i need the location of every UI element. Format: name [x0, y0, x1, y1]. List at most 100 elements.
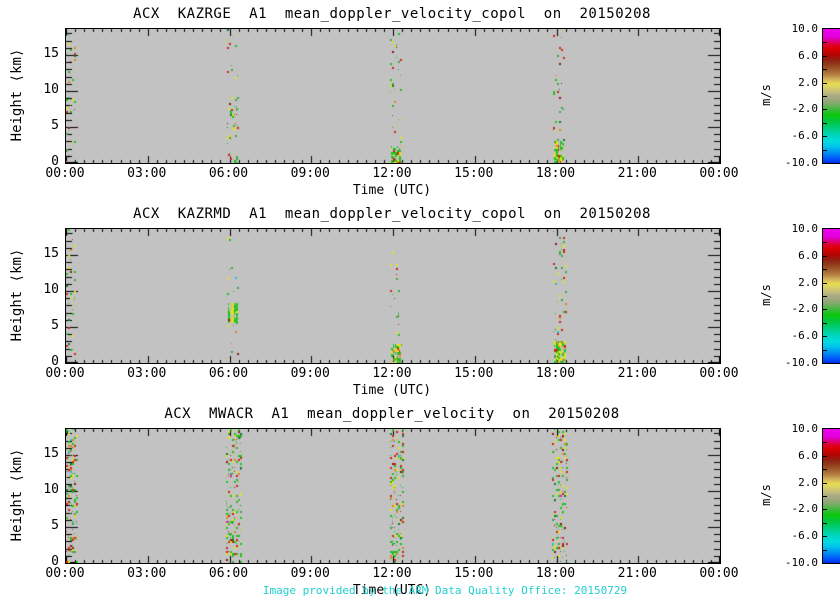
colorbar-tick [823, 149, 827, 151]
x-tick-label: 06:00 [208, 366, 249, 381]
colorbar [822, 28, 840, 164]
colorbar-tick-label: 10.0 [791, 422, 819, 435]
x-tick-label: 12:00 [372, 366, 412, 381]
y-tick-label: 15 [43, 445, 59, 461]
panel-kazrmd: ACX KAZRMD A1 mean_doppler_velocity_copo… [0, 200, 840, 400]
plot-area [65, 28, 721, 164]
colorbar-tick-label: 2.0 [798, 75, 818, 89]
x-tick-label: 12:00 [372, 166, 412, 181]
colorbar-tick [823, 522, 827, 524]
colorbar-tick [823, 42, 827, 44]
plot-title: ACX KAZRGE A1 mean_doppler_velocity_copo… [133, 6, 651, 22]
x-tick-label: 06:00 [208, 566, 249, 581]
x-axis-label: Time (UTC) [352, 583, 432, 598]
y-tick-label: 0 [51, 554, 59, 569]
colorbar-tick [823, 82, 827, 84]
colorbar-tick-label: 10.0 [791, 22, 819, 35]
x-tick-label: 00:00 [699, 566, 739, 581]
colorbar-tick [823, 122, 827, 124]
y-tick-label: 0 [51, 354, 59, 369]
colorbar-tick [823, 96, 827, 97]
x-tick-label: 15:00 [454, 566, 494, 581]
x-tick-label: 03:00 [127, 166, 167, 181]
y-tick-label: 5 [51, 317, 59, 333]
colorbar-tick [823, 469, 827, 471]
colorbar-tick [823, 255, 827, 257]
colorbar-tick-label: 6.0 [798, 48, 818, 62]
x-tick-label: 18:00 [535, 166, 576, 181]
colorbar-tick-label: 6.0 [798, 448, 818, 462]
colorbar-tick [823, 269, 827, 271]
colorbar-tick [823, 349, 827, 351]
x-tick-label: 00:00 [699, 166, 739, 181]
panel-mwacr: ACX MWACR A1 mean_doppler_velocity on 20… [0, 400, 840, 600]
x-tick-label: 09:00 [290, 366, 330, 381]
colorbar-tick [823, 69, 827, 71]
colorbar-tick [823, 309, 827, 311]
y-tick-label: 15 [43, 245, 59, 261]
y-tick-label: 10 [43, 281, 59, 297]
colorbar [822, 428, 840, 564]
colorbar-tick-label: -6.0 [791, 529, 819, 543]
colorbar-tick-label: 2.0 [798, 475, 818, 489]
x-tick-label: 15:00 [454, 366, 494, 381]
x-tick-label: 06:00 [208, 166, 249, 181]
x-tick-label: 00:00 [45, 166, 85, 181]
colorbar-tick-label: -10.0 [784, 356, 818, 369]
colorbar-tick-label: -2.0 [791, 302, 819, 316]
colorbar-tick [823, 136, 827, 138]
colorbar-tick [823, 109, 827, 111]
colorbar [822, 228, 840, 364]
plot-title: ACX MWACR A1 mean_doppler_velocity on 20… [164, 406, 620, 422]
colorbar-tick-label: -6.0 [791, 129, 819, 143]
y-tick-label: 5 [51, 117, 59, 133]
y-tick-label: 0 [51, 154, 59, 169]
x-tick-label: 21:00 [617, 566, 657, 581]
heatmap-canvas [66, 229, 720, 363]
colorbar-unit-label: m/s [759, 484, 773, 506]
colorbar-tick [823, 496, 827, 497]
colorbar-tick [823, 282, 827, 284]
colorbar-tick [823, 322, 827, 324]
x-tick-label: 03:00 [127, 366, 167, 381]
y-tick-label: 10 [43, 481, 59, 497]
x-tick-label: 21:00 [617, 366, 657, 381]
credit-text: Image provided by the ARM Data Quality O… [262, 584, 628, 597]
x-tick-label: 18:00 [535, 566, 576, 581]
x-axis-label: Time (UTC) [352, 383, 432, 398]
colorbar-tick-label: -2.0 [791, 502, 819, 516]
colorbar-tick [823, 536, 827, 538]
x-tick-label: 00:00 [45, 566, 85, 581]
colorbar-tick-label: 10.0 [791, 222, 819, 235]
x-tick-label: 18:00 [535, 366, 576, 381]
colorbar-unit-label: m/s [759, 284, 773, 306]
x-tick-label: 00:00 [699, 366, 739, 381]
colorbar-unit-label: m/s [759, 84, 773, 106]
y-tick-label: 15 [43, 45, 59, 61]
colorbar-tick-label: 2.0 [798, 275, 818, 289]
y-tick-label: 5 [51, 517, 59, 533]
colorbar-tick [823, 482, 827, 484]
colorbar-tick [823, 242, 827, 244]
colorbar-tick [823, 336, 827, 338]
x-tick-label: 09:00 [290, 566, 330, 581]
panel-kazrge: ACX KAZRGE A1 mean_doppler_velocity_copo… [0, 0, 840, 200]
x-tick-label: 12:00 [372, 566, 412, 581]
x-tick-label: 15:00 [454, 166, 494, 181]
heatmap-canvas [66, 29, 720, 163]
colorbar-tick-label: -10.0 [784, 156, 818, 169]
plot-area [65, 228, 721, 364]
colorbar-tick [823, 55, 827, 57]
colorbar-tick-label: -6.0 [791, 329, 819, 343]
colorbar-tick [823, 549, 827, 551]
colorbar-tick [823, 442, 827, 444]
colorbar-tick [823, 296, 827, 297]
colorbar-tick [823, 455, 827, 457]
x-tick-label: 21:00 [617, 166, 657, 181]
x-tick-label: 00:00 [45, 366, 85, 381]
colorbar-tick-label: -10.0 [784, 556, 818, 569]
heatmap-canvas [66, 429, 720, 563]
colorbar-tick-label: 6.0 [798, 248, 818, 262]
x-tick-label: 03:00 [127, 566, 167, 581]
